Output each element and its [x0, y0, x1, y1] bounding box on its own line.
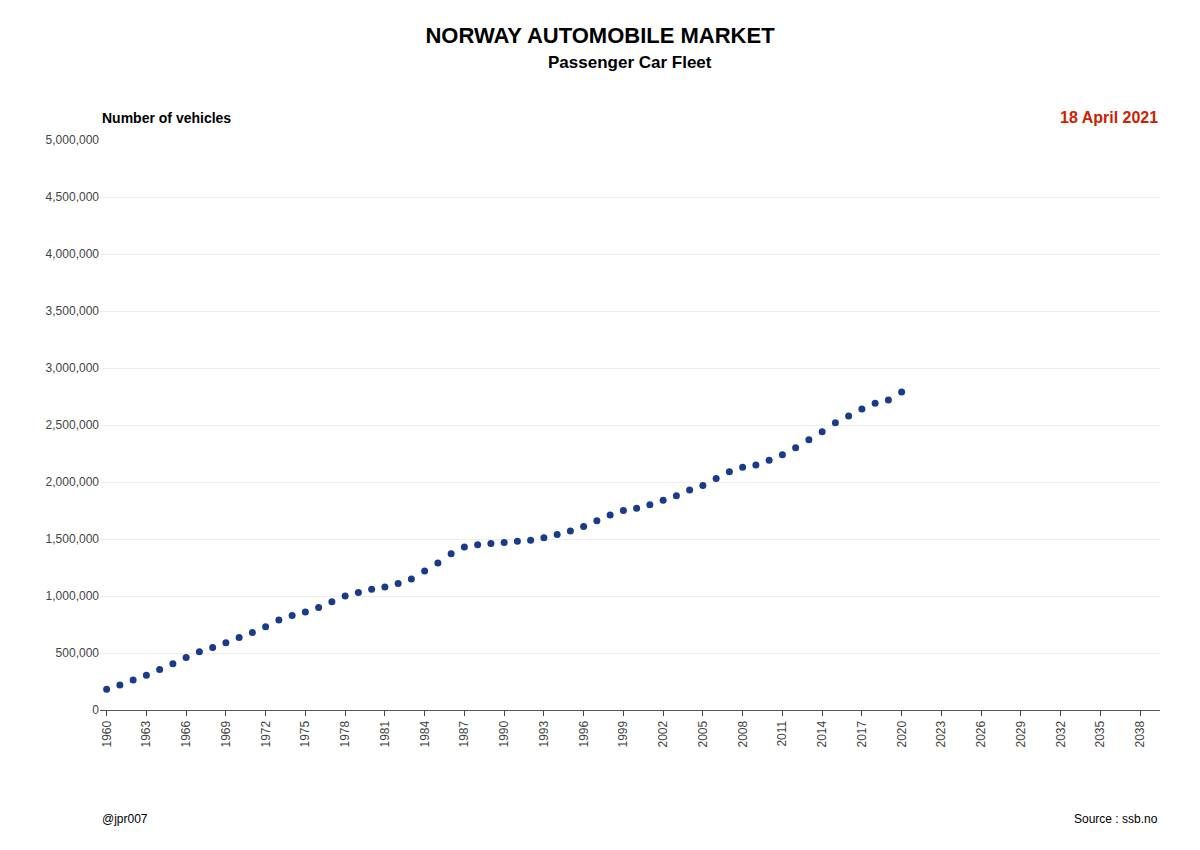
svg-text:4,500,000: 4,500,000 [46, 190, 100, 204]
svg-text:2005: 2005 [696, 720, 710, 747]
svg-text:2017: 2017 [855, 720, 869, 747]
svg-text:3,500,000: 3,500,000 [46, 304, 100, 318]
svg-text:2,000,000: 2,000,000 [46, 475, 100, 489]
svg-text:@jpr007: @jpr007 [102, 812, 148, 826]
svg-text:1960: 1960 [100, 720, 114, 747]
svg-text:4,000,000: 4,000,000 [46, 247, 100, 261]
svg-text:2002: 2002 [656, 720, 670, 747]
svg-text:2011: 2011 [775, 720, 789, 746]
svg-text:3,000,000: 3,000,000 [46, 361, 100, 375]
svg-text:1981: 1981 [378, 720, 392, 747]
svg-text:2008: 2008 [736, 720, 750, 747]
svg-text:1972: 1972 [259, 720, 273, 747]
svg-text:18 April 2021: 18 April 2021 [1060, 109, 1158, 126]
svg-text:Number of vehicles: Number of vehicles [102, 110, 231, 126]
svg-text:1,000,000: 1,000,000 [46, 589, 100, 603]
svg-text:500,000: 500,000 [56, 646, 100, 660]
svg-text:2014: 2014 [815, 720, 829, 747]
svg-text:2029: 2029 [1014, 720, 1028, 747]
svg-text:1990: 1990 [497, 720, 511, 747]
svg-text:2020: 2020 [895, 720, 909, 747]
svg-text:Source : ssb.no: Source : ssb.no [1074, 812, 1158, 826]
svg-text:1993: 1993 [537, 720, 551, 747]
svg-text:5,000,000: 5,000,000 [46, 133, 100, 147]
svg-text:2038: 2038 [1133, 720, 1147, 747]
svg-text:1969: 1969 [219, 720, 233, 747]
svg-text:1984: 1984 [418, 720, 432, 747]
svg-text:1,500,000: 1,500,000 [46, 532, 100, 546]
svg-text:1963: 1963 [139, 720, 153, 747]
svg-text:1978: 1978 [338, 720, 352, 747]
svg-text:2026: 2026 [974, 720, 988, 747]
svg-text:2023: 2023 [934, 720, 948, 747]
svg-text:NORWAY AUTOMOBILE MARKET: NORWAY AUTOMOBILE MARKET [425, 23, 775, 48]
svg-text:1987: 1987 [457, 720, 471, 747]
svg-text:Passenger Car Fleet: Passenger Car Fleet [548, 53, 712, 72]
svg-text:1996: 1996 [577, 720, 591, 747]
svg-text:0: 0 [92, 703, 99, 717]
svg-text:2,500,000: 2,500,000 [46, 418, 100, 432]
svg-text:1966: 1966 [179, 720, 193, 747]
svg-text:1999: 1999 [616, 720, 630, 747]
svg-text:2032: 2032 [1054, 720, 1068, 747]
svg-text:1975: 1975 [298, 720, 312, 747]
svg-text:2035: 2035 [1093, 720, 1107, 747]
